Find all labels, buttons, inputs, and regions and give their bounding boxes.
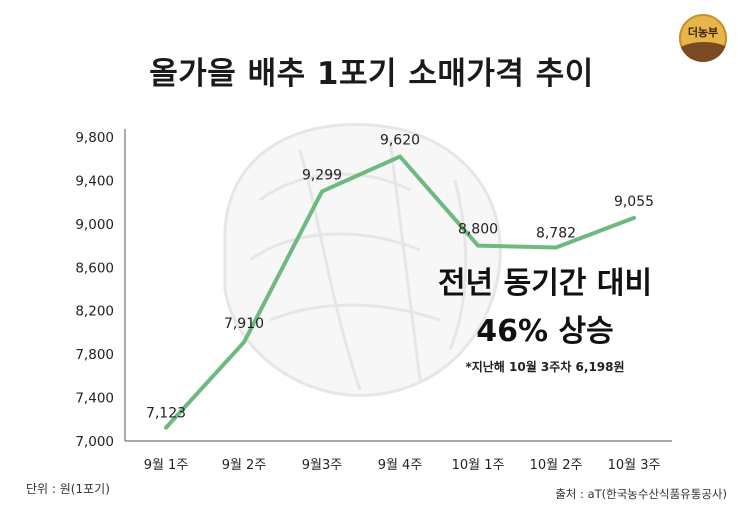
x-tick-label: 9월3주: [302, 458, 343, 473]
brand-logo: 더농부: [679, 14, 727, 62]
data-label: 8,782: [536, 226, 576, 242]
data-label: 9,620: [380, 133, 420, 149]
data-label: 9,055: [614, 194, 654, 210]
price-line: [164, 154, 636, 430]
y-tick-label: 9,000: [75, 217, 114, 233]
x-tick-label: 10월 1주: [452, 458, 505, 473]
x-tick-label: 10월 3주: [608, 458, 661, 473]
x-tick-label: 9월 2주: [222, 458, 267, 473]
data-label: 7,910: [224, 316, 264, 332]
data-label: 7,123: [146, 406, 186, 422]
highlight-line-2: 46% 상승: [476, 314, 614, 349]
y-tick-label: 7,000: [75, 434, 114, 450]
x-tick-label: 9월 4주: [378, 458, 423, 473]
logo-text: 더농부: [687, 26, 719, 39]
data-label: 9,299: [302, 167, 342, 183]
chart-title: 올가을 배추 1포기 소매가격 추이: [149, 56, 594, 92]
y-tick-label: 9,800: [75, 130, 114, 146]
chart-axes: [124, 129, 672, 442]
y-tick-label: 8,600: [75, 260, 114, 276]
y-axis-ticks: 9,800 9,400 9,000 8,600 8,200 7,800 7,400 7,000: [75, 130, 114, 450]
data-label: 8,800: [458, 222, 498, 238]
highlight-footnote: *지난해 10월 3주차 6,198원: [465, 360, 625, 374]
logo-field-shape: [679, 42, 727, 62]
highlight-line-1: 전년 동기간 대비: [437, 266, 653, 301]
y-tick-label: 7,400: [75, 391, 114, 407]
y-tick-label: 8,200: [75, 304, 114, 320]
data-labels: 7,123 7,910 9,299 9,620 8,800 8,782 9,055: [146, 133, 654, 422]
source-note: 출처 : aT(한국농수산식품유통공사): [555, 487, 727, 501]
unit-note: 단위 : 원(1포기): [26, 482, 110, 496]
x-axis-ticks: 9월 1주 9월 2주 9월3주 9월 4주 10월 1주 10월 2주 10월 3주: [144, 458, 661, 473]
x-tick-label: 10월 2주: [530, 458, 583, 473]
series-line: [164, 154, 636, 430]
x-tick-label: 9월 1주: [144, 458, 189, 473]
y-tick-label: 7,800: [75, 347, 114, 363]
y-tick-label: 9,400: [75, 173, 114, 189]
highlight-callout: 전년 동기간 대비 46% 상승 *지난해 10월 3주차 6,198원: [380, 264, 710, 375]
